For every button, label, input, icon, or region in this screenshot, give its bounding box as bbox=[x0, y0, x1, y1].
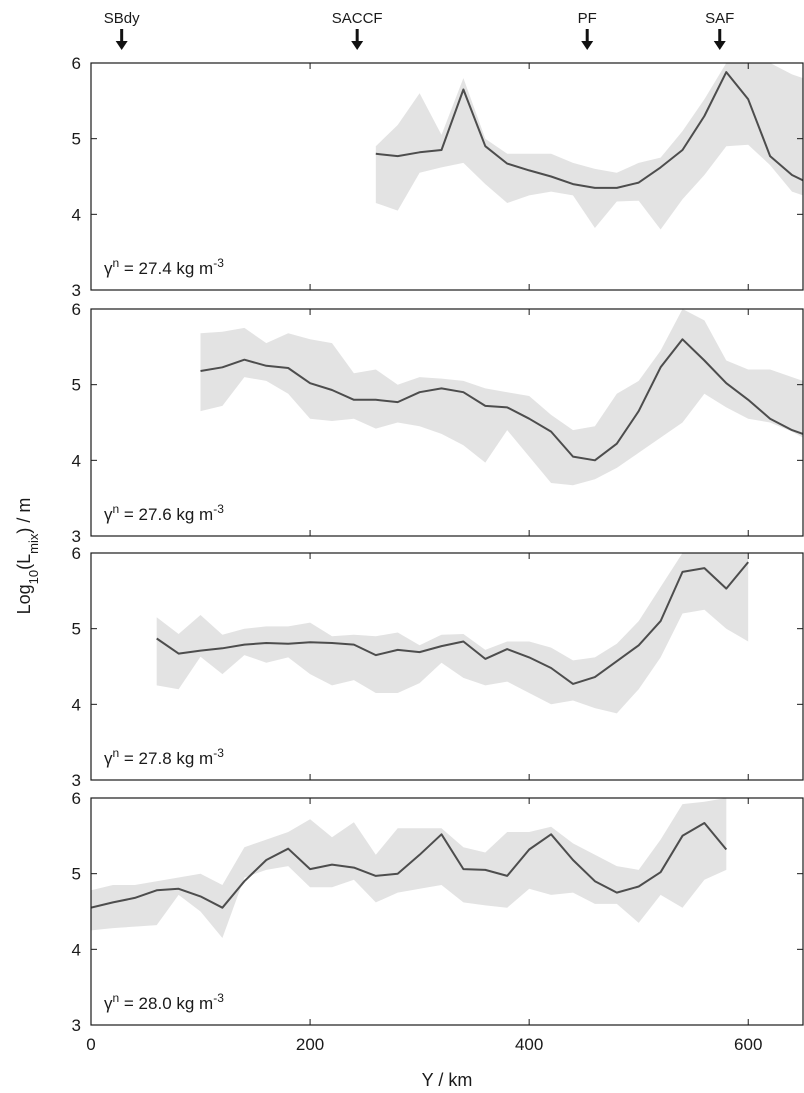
y-tick-label: 5 bbox=[72, 130, 81, 149]
panel-frame bbox=[90, 62, 804, 291]
y-tick-label: 3 bbox=[72, 771, 81, 790]
x-axis-title: Y / km bbox=[422, 1070, 473, 1090]
panel-plot: 3 4 5 6 bbox=[72, 300, 804, 546]
panel-plot: 3 4 5 6 0 200 400 600 bbox=[72, 789, 804, 1054]
front-marker-saccf: SACCF bbox=[332, 10, 383, 50]
front-label-saf: SAF bbox=[705, 10, 734, 27]
panel-label-28-0: γn = 28.0 kg m-3 bbox=[104, 991, 224, 1013]
front-arrow-head-icon bbox=[351, 41, 364, 50]
front-markers: SBdy SACCF PF SAF bbox=[104, 10, 734, 50]
mean-line bbox=[200, 338, 803, 462]
y-tick-label: 6 bbox=[72, 54, 81, 73]
front-marker-saf: SAF bbox=[705, 10, 734, 50]
y-tick-label: 4 bbox=[72, 695, 81, 714]
front-label-pf: PF bbox=[578, 10, 597, 27]
y-tick-label: 4 bbox=[72, 940, 81, 959]
front-arrow-head-icon bbox=[581, 41, 594, 50]
uncertainty-band bbox=[200, 309, 803, 486]
panel-label-27-8: γn = 27.8 kg m-3 bbox=[104, 746, 224, 768]
front-arrow-head-icon bbox=[115, 41, 128, 50]
panel-27-4: 3 4 5 6 γn = 27.4 kg m-3 bbox=[72, 54, 804, 300]
uncertainty-band bbox=[156, 553, 749, 714]
front-marker-pf: PF bbox=[578, 10, 597, 50]
panel-27-8: 3 4 5 6 γn = 27.8 kg m-3 bbox=[72, 544, 804, 790]
y-tick-label: 6 bbox=[72, 789, 81, 808]
y-tick-label: 6 bbox=[72, 544, 81, 563]
front-marker-sbdy: SBdy bbox=[104, 10, 140, 50]
y-tick-label: 6 bbox=[72, 300, 81, 319]
front-label-sbdy: SBdy bbox=[104, 10, 140, 27]
mean-line bbox=[375, 71, 803, 189]
front-arrow-head-icon bbox=[713, 41, 726, 50]
mean-line bbox=[91, 822, 728, 909]
uncertainty-band bbox=[91, 798, 727, 938]
panel-frame bbox=[90, 797, 804, 1026]
y-tick-label: 3 bbox=[72, 1016, 81, 1035]
panel-label-27-4: γn = 27.4 kg m-3 bbox=[104, 256, 224, 278]
mean-line bbox=[156, 561, 749, 685]
y-tick-label: 5 bbox=[72, 376, 81, 395]
panel-frame bbox=[90, 552, 804, 781]
panel-28-0: 3 4 5 6 0 200 400 600 γn = 28.0 kg m-3 bbox=[72, 789, 804, 1054]
x-tick-label: 400 bbox=[515, 1035, 543, 1054]
y-tick-label: 3 bbox=[72, 281, 81, 300]
y-axis-title: Log10(Lmix) / m bbox=[14, 498, 41, 615]
front-label-saccf: SACCF bbox=[332, 10, 383, 27]
panel-plot: 3 4 5 6 bbox=[72, 544, 804, 790]
panel-27-6: 3 4 5 6 γn = 27.6 kg m-3 bbox=[72, 300, 804, 546]
y-tick-label: 5 bbox=[72, 620, 81, 639]
y-tick-label: 3 bbox=[72, 527, 81, 546]
x-tick-label: 200 bbox=[296, 1035, 324, 1054]
x-tick-label: 600 bbox=[734, 1035, 762, 1054]
x-tick-label: 0 bbox=[86, 1035, 95, 1054]
y-tick-label: 5 bbox=[72, 865, 81, 884]
panel-frame bbox=[90, 308, 804, 537]
y-tick-label: 4 bbox=[72, 205, 81, 224]
y-tick-label: 4 bbox=[72, 451, 81, 470]
panel-label-27-6: γn = 27.6 kg m-3 bbox=[104, 502, 224, 524]
uncertainty-band bbox=[375, 63, 803, 230]
panel-plot: 3 4 5 6 bbox=[72, 54, 804, 300]
